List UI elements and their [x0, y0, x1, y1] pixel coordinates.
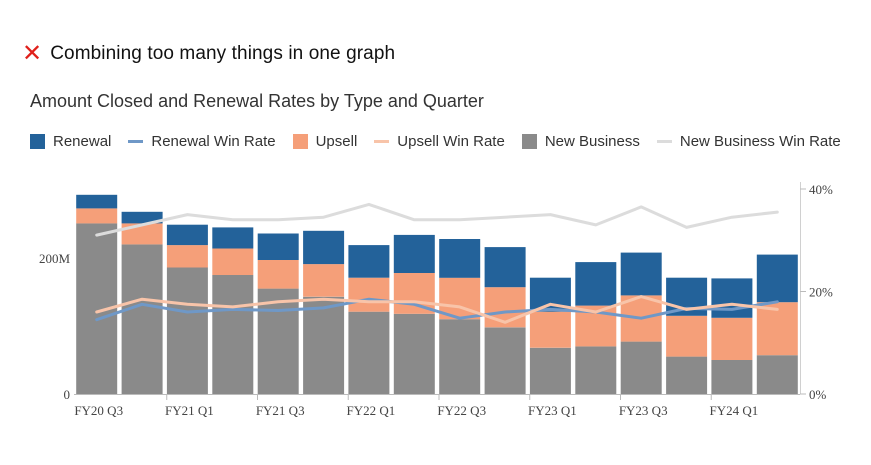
- bar-upsell: [166, 245, 208, 268]
- bar-renewal: [393, 234, 435, 273]
- bar-renewal: [166, 224, 208, 246]
- line-upsell-rate: [95, 295, 779, 324]
- bar-upsell: [756, 302, 798, 356]
- legend-item-upsell-rate: Upsell Win Rate: [374, 133, 505, 150]
- legend-label: Upsell: [315, 133, 358, 150]
- y-right-tick-label: 0%: [809, 387, 827, 402]
- bar-renewal: [756, 254, 798, 303]
- bar-new-business: [666, 356, 708, 394]
- bar-new-business: [121, 244, 163, 394]
- bar-new-business: [575, 346, 617, 394]
- legend-label: New Business: [544, 133, 640, 150]
- bar-upsell: [529, 311, 571, 348]
- x-tick-label: FY22 Q1: [347, 403, 396, 418]
- bar-renewal: [303, 230, 345, 265]
- bar-renewal: [76, 194, 118, 209]
- y-left-tick-label: 200M: [39, 251, 71, 266]
- bar-new-business: [166, 267, 208, 394]
- legend-item-renewal: Renewal: [30, 133, 111, 150]
- legend-swatch: [30, 134, 45, 149]
- bar-renewal: [121, 211, 163, 224]
- bar-renewal: [257, 233, 299, 260]
- bar-renewal: [620, 252, 662, 296]
- slide-heading: ✕ Combining too many things in one graph: [22, 42, 395, 66]
- cross-mark-icon: ✕: [22, 40, 43, 67]
- slide-heading-text: Combining too many things in one graph: [50, 43, 396, 64]
- bar-upsell: [121, 223, 163, 245]
- chart-plot: FY20 Q3 FY21 Q1 FY21 Q3 FY22 Q1 FY22 Q3 FY23 …: [39, 182, 833, 418]
- legend-label: Renewal Win Rate: [151, 133, 276, 150]
- bar-renewal: [439, 239, 481, 278]
- bar-upsell: [348, 277, 390, 312]
- legend-swatch: [128, 140, 144, 143]
- legend-item-new-business: New Business: [521, 133, 640, 150]
- legend-swatch: [374, 140, 390, 143]
- bar-new-business: [620, 341, 662, 394]
- x-tick-label: FY21 Q1: [165, 403, 214, 418]
- bar-new-business: [257, 288, 299, 394]
- y-right-tick-label: 40%: [809, 182, 833, 197]
- bar-new-business: [303, 296, 345, 394]
- bar-upsell: [76, 208, 118, 224]
- x-tick-label: FY20 Q3: [74, 403, 123, 418]
- legend-label: New Business Win Rate: [679, 133, 841, 150]
- bar-new-business: [711, 360, 753, 394]
- x-tick-label: FY21 Q3: [256, 403, 305, 418]
- legend-item-upsell: Upsell: [292, 133, 358, 150]
- bar-new-business: [348, 311, 390, 394]
- bar-upsell: [303, 264, 345, 297]
- bar-upsell: [711, 317, 753, 360]
- bar-upsell: [212, 248, 254, 275]
- legend-label: Renewal: [53, 133, 112, 150]
- chart-legend: Renewal Renewal Win Rate Upsell Upsell Win …: [30, 133, 858, 150]
- bar-renewal: [484, 247, 526, 288]
- x-tick-label: FY24 Q1: [710, 403, 759, 418]
- bar-renewal: [575, 262, 617, 306]
- bar-renewal: [711, 278, 753, 318]
- bar-new-business: [756, 355, 798, 394]
- legend-item-new-business-rate: New Business Win Rate: [656, 133, 841, 150]
- line-new-business-rate: [95, 202, 779, 237]
- line-renewal-rate: [95, 297, 779, 322]
- y-right-tick-label: 20%: [809, 285, 833, 300]
- bar-new-business: [212, 275, 254, 394]
- legend-item-renewal-rate: Renewal Win Rate: [128, 133, 276, 150]
- bar-upsell: [666, 315, 708, 357]
- chart-title: Amount Closed and Renewal Rates by Type …: [30, 91, 484, 111]
- bar-renewal: [212, 227, 254, 249]
- x-tick-label: FY23 Q1: [528, 403, 577, 418]
- x-tick-label: FY23 Q3: [619, 403, 668, 418]
- bar-new-business: [393, 313, 435, 394]
- bar-new-business: [439, 319, 481, 394]
- bar-upsell: [257, 260, 299, 289]
- legend-swatch: [292, 134, 308, 149]
- bar-renewal: [348, 245, 390, 278]
- legend-swatch: [656, 140, 672, 143]
- x-tick-label: FY22 Q3: [437, 403, 486, 418]
- legend-swatch: [521, 134, 537, 149]
- legend-label: Upsell Win Rate: [397, 133, 505, 150]
- bar-upsell: [484, 287, 526, 328]
- bar-new-business: [529, 347, 571, 394]
- y-left-tick-label: 0: [64, 387, 71, 402]
- bar-new-business: [484, 327, 526, 394]
